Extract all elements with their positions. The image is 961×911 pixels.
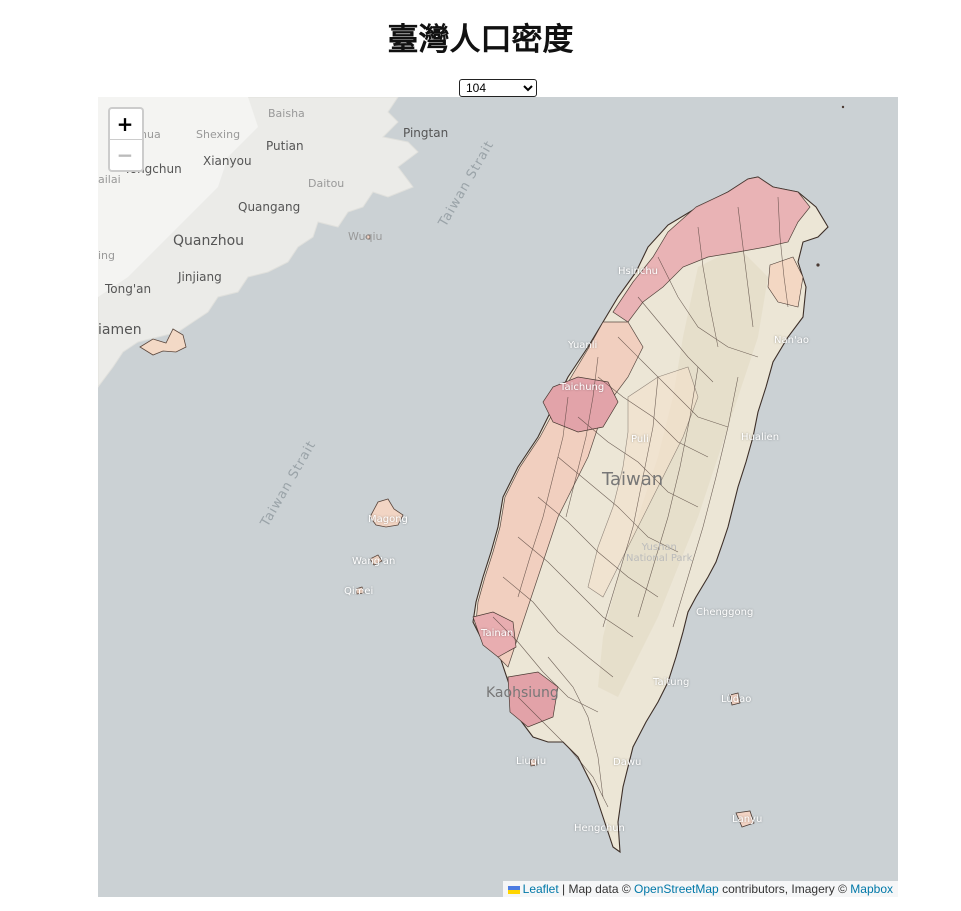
- label-daitou: Daitou: [308, 177, 345, 190]
- label-pingtan: Pingtan: [403, 126, 449, 140]
- label-taichung: Taichung: [560, 382, 605, 393]
- label-ailai: ailai: [98, 173, 121, 186]
- kaohsiung-high-density: [507, 671, 559, 728]
- label-hsinchu: Hsinchu: [618, 266, 659, 277]
- label-lanyu: Lanyu: [732, 814, 763, 825]
- label-ing: ing: [98, 249, 116, 262]
- year-select[interactable]: 104: [459, 79, 537, 97]
- label-yuanli: Yuanli: [568, 340, 598, 351]
- zoom-out-button[interactable]: −: [116, 143, 134, 167]
- ukraine-flag-icon: [507, 885, 520, 894]
- zoom-in-button[interactable]: +: [116, 112, 134, 136]
- penghu-islands: [369, 498, 404, 528]
- lanyu-island: [735, 810, 755, 828]
- label-wuqiu: Wuqiu: [348, 230, 383, 243]
- taichung-high-density: [542, 376, 619, 433]
- label-liuqiu: Liuqiu: [516, 756, 547, 767]
- label-baisha: Baisha: [268, 107, 305, 120]
- label-ludao: Lüdao: [721, 694, 752, 705]
- label-nanao: Nan'ao: [774, 335, 809, 346]
- islet: [365, 234, 371, 240]
- ludao-island: [729, 692, 741, 706]
- islet: [841, 105, 845, 109]
- label-xianyou: Xianyou: [203, 154, 252, 168]
- leaflet-link[interactable]: Leaflet: [522, 882, 559, 896]
- label-hua: hua: [140, 128, 161, 141]
- label-magong: Magong: [368, 514, 408, 525]
- label-hualien: Hualien: [741, 432, 780, 443]
- basemap: [98, 97, 845, 854]
- attribution-middle: contributors, Imagery ©: [718, 882, 851, 896]
- label-kaohsiung: Kaohsiung: [486, 685, 559, 701]
- yilan-mid-density: [767, 256, 804, 308]
- zoom-divider: [110, 139, 142, 140]
- page-title: 臺灣人口密度: [387, 22, 574, 58]
- label-quanzhou: Quanzhou: [173, 233, 245, 249]
- central-mountain-shade: [598, 247, 768, 697]
- label-tainan: Tainan: [481, 628, 514, 639]
- label-chenggong: Chenggong: [696, 607, 754, 618]
- osm-link[interactable]: OpenStreetMap: [634, 882, 719, 896]
- islet: [816, 263, 820, 267]
- zoom-control: + −: [108, 107, 144, 172]
- liuqiu-island: [529, 758, 538, 767]
- tainan-high-density: [472, 611, 517, 658]
- label-wangan: Wang'an: [352, 556, 396, 567]
- label-jinjiang: Jinjiang: [178, 270, 222, 284]
- label-tongan: Tong'an: [105, 282, 152, 296]
- label-taiwan: Taiwan: [602, 469, 664, 490]
- penghu-south-islet: [369, 554, 383, 566]
- label-dawu: Dawu: [613, 757, 642, 768]
- central-low-density: [587, 366, 699, 598]
- district-borders: [492, 196, 789, 808]
- label-quangang: Quangang: [238, 200, 301, 214]
- attribution-sep: | Map data ©: [558, 882, 635, 896]
- north-high-density: [612, 176, 811, 323]
- label-taitung: Taitung: [653, 677, 690, 688]
- label-qimei: Qimei: [344, 586, 374, 597]
- label-xiamen: iamen: [98, 322, 142, 338]
- qimei-islet: [355, 586, 365, 595]
- label-puli: Puli: [631, 434, 649, 445]
- map-attribution: Leaflet | Map data © OpenStreetMap contr…: [502, 881, 898, 897]
- map-container[interactable]: Baisha Shexing Pingtan Putian hua Xianyo…: [98, 97, 898, 897]
- label-shexing: Shexing: [196, 128, 241, 141]
- label-yushan: Yushan National Park: [626, 542, 693, 564]
- label-putian: Putian: [266, 139, 304, 153]
- label-hengchun: Hengchun: [574, 823, 625, 834]
- mapbox-link[interactable]: Mapbox: [850, 882, 893, 896]
- kinmen-island: [139, 328, 187, 356]
